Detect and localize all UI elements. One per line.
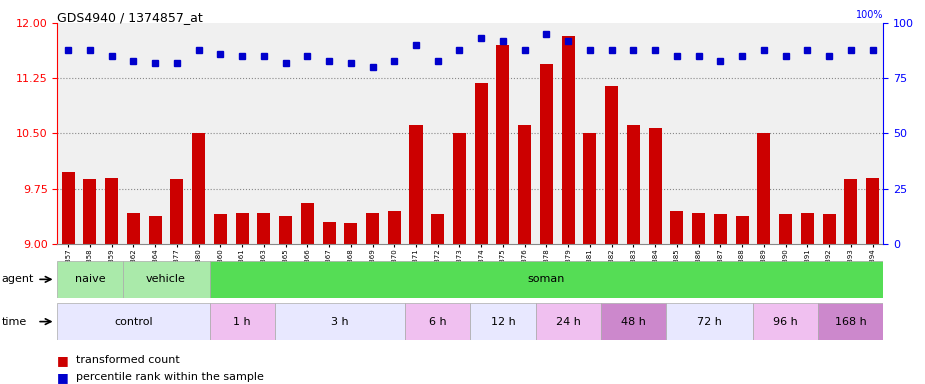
Bar — [214, 214, 227, 244]
Bar — [475, 83, 487, 244]
Bar — [257, 213, 270, 244]
Bar — [735, 216, 748, 244]
Bar — [388, 211, 401, 244]
Bar — [540, 63, 553, 244]
Bar — [666, 303, 753, 340]
Bar — [122, 261, 209, 298]
Text: control: control — [114, 316, 153, 327]
Bar — [866, 178, 879, 244]
Text: GDS4940 / 1374857_at: GDS4940 / 1374857_at — [57, 12, 204, 25]
Bar — [366, 213, 379, 244]
Text: 1 h: 1 h — [233, 316, 251, 327]
Bar — [561, 36, 574, 244]
Bar — [62, 172, 75, 244]
Bar — [405, 303, 471, 340]
Bar — [301, 204, 314, 244]
Bar — [105, 178, 118, 244]
Text: 168 h: 168 h — [835, 316, 867, 327]
Bar — [83, 179, 96, 244]
Bar — [323, 222, 336, 244]
Bar — [605, 86, 618, 244]
Bar — [536, 303, 601, 340]
Bar — [410, 125, 423, 244]
Bar — [584, 134, 597, 244]
Text: soman: soman — [528, 274, 565, 285]
Text: 48 h: 48 h — [621, 316, 646, 327]
Bar — [192, 134, 205, 244]
Bar — [209, 261, 883, 298]
Bar — [518, 125, 531, 244]
Text: time: time — [2, 316, 27, 327]
Bar — [648, 127, 661, 244]
Text: 24 h: 24 h — [556, 316, 581, 327]
Bar — [209, 303, 275, 340]
Bar — [127, 213, 140, 244]
Text: 72 h: 72 h — [697, 316, 722, 327]
Bar — [779, 214, 792, 244]
Bar — [801, 213, 814, 244]
Bar — [453, 134, 466, 244]
Text: ■: ■ — [57, 371, 69, 384]
Bar — [692, 213, 705, 244]
Text: 96 h: 96 h — [773, 316, 798, 327]
Text: transformed count: transformed count — [76, 355, 179, 365]
Text: ■: ■ — [57, 354, 69, 367]
Bar — [819, 303, 883, 340]
Text: 12 h: 12 h — [490, 316, 515, 327]
Bar — [279, 216, 292, 244]
Bar — [57, 261, 122, 298]
Bar — [57, 303, 209, 340]
Bar — [714, 214, 727, 244]
Bar — [431, 214, 444, 244]
Bar — [753, 303, 819, 340]
Bar — [497, 45, 510, 244]
Bar — [627, 125, 640, 244]
Text: naive: naive — [75, 274, 105, 285]
Bar — [671, 211, 684, 244]
Bar — [822, 214, 835, 244]
Bar — [344, 223, 357, 244]
Bar — [149, 216, 162, 244]
Bar — [758, 134, 771, 244]
Bar — [845, 179, 857, 244]
Text: percentile rank within the sample: percentile rank within the sample — [76, 372, 264, 382]
Text: 3 h: 3 h — [331, 316, 349, 327]
Bar — [170, 179, 183, 244]
Bar — [275, 303, 405, 340]
Text: agent: agent — [2, 274, 34, 285]
Text: vehicle: vehicle — [146, 274, 186, 285]
Text: 100%: 100% — [856, 10, 883, 20]
Bar — [471, 303, 536, 340]
Bar — [236, 213, 249, 244]
Bar — [601, 303, 666, 340]
Text: 6 h: 6 h — [429, 316, 447, 327]
